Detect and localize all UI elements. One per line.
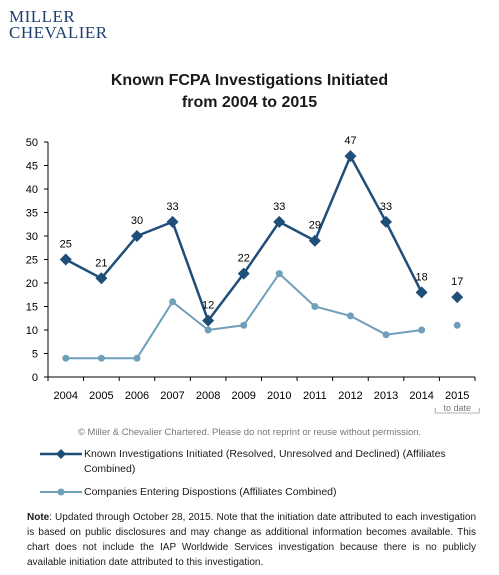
data-label-known-2012: 47: [344, 135, 356, 147]
x-tick-label-2008: 2008: [196, 390, 220, 402]
y-tick-label-45: 45: [26, 161, 38, 173]
y-tick-label-40: 40: [26, 184, 38, 196]
data-label-known-2011: 29: [309, 220, 321, 232]
legend-key-companies: [40, 488, 82, 496]
x-tick-label-2012: 2012: [338, 390, 362, 402]
series-known-point-2004: [59, 253, 72, 266]
series-known-point-2008: [202, 314, 215, 327]
x-sublabel-2015: to date: [443, 403, 471, 413]
series-known-point-2014: [415, 286, 428, 299]
y-tick-label-50: 50: [26, 137, 38, 149]
y-tick-label-0: 0: [32, 372, 38, 384]
copyright-notice: © Miller & Chevalier Chartered. Please d…: [77, 427, 422, 438]
series-companies-point-2008: [204, 326, 212, 334]
series-known-point-2005: [95, 272, 108, 285]
x-tick-label-2005: 2005: [89, 390, 113, 402]
series-known-point-2009: [237, 267, 250, 280]
series-companies-point-2012: [346, 312, 354, 320]
data-label-known-2014: 18: [416, 271, 428, 283]
data-label-known-2010: 33: [273, 201, 285, 213]
x-tick-label-2007: 2007: [160, 390, 184, 402]
footnote-label: Note: [27, 512, 50, 523]
series-companies-point-2011: [311, 303, 319, 310]
data-label-known-2015: 17: [451, 276, 463, 288]
legend: Known Investigations Initiated (Resolved…: [38, 447, 464, 508]
x-tick-label-2006: 2006: [125, 390, 149, 402]
data-label-known-2004: 25: [60, 239, 72, 251]
y-tick-label-5: 5: [32, 349, 38, 361]
chart-title: Known FCPA Investigations Initiated from…: [0, 70, 499, 114]
series-companies-point-2009: [240, 321, 248, 329]
series-known-point-2011: [308, 234, 321, 247]
data-label-known-2008: 12: [202, 300, 214, 312]
x-tick-label-2014: 2014: [409, 390, 433, 402]
series-known-point-2015: [451, 291, 464, 304]
y-tick-label-30: 30: [26, 231, 38, 243]
chart-title-line1: Known FCPA Investigations Initiated: [110, 72, 389, 89]
legend-label-companies: Companies Entering Dispostions (Affiliat…: [84, 486, 337, 498]
logo-line1: MILLER: [9, 7, 76, 26]
footnote-text: : Updated through October 28, 2015. Note…: [27, 512, 476, 568]
y-tick-label-35: 35: [26, 208, 38, 220]
y-tick-label-15: 15: [26, 302, 38, 314]
legend-item-known: Known Investigations Initiated (Resolved…: [38, 447, 464, 477]
series-companies-point-2013: [382, 331, 390, 339]
y-tick-label-10: 10: [26, 325, 38, 337]
series-companies-point-2007: [169, 298, 177, 306]
legend-key-known: [40, 449, 82, 459]
x-tick-label-2015: 2015: [445, 390, 469, 402]
x-sublabel-bracket: [434, 408, 480, 414]
logo-line2: CHEVALIER: [9, 23, 108, 42]
x-tick-label-2009: 2009: [231, 390, 255, 402]
data-label-known-2005: 21: [95, 257, 107, 269]
line-chart: 0 5 10 15 20 25 30 35 40 45 50 2004 2005 2006 2007 2008…: [26, 135, 480, 414]
series-companies-point-2006: [133, 354, 141, 362]
series-companies-point-2015: [453, 321, 461, 329]
series-known-point-2013: [380, 215, 393, 228]
y-tick-label-25: 25: [26, 255, 38, 267]
chart-title-line2: from 2004 to 2015: [181, 94, 318, 111]
data-label-known-2009: 22: [238, 253, 250, 265]
data-label-known-2007: 33: [166, 201, 178, 213]
x-tick-label-2004: 2004: [54, 390, 78, 402]
series-known-point-2010: [273, 215, 286, 228]
series-companies-point-2004: [62, 354, 70, 362]
series-companies-point-2005: [97, 354, 105, 362]
series-companies-point-2014: [418, 326, 426, 334]
series-companies-point-2010: [275, 270, 283, 278]
series-known-point-2012: [344, 150, 357, 163]
data-label-known-2013: 33: [380, 201, 392, 213]
series-companies-line: [65, 272, 422, 360]
y-tick-label-20: 20: [26, 278, 38, 290]
x-tick-label-2013: 2013: [374, 390, 398, 402]
series-known-point-2007: [166, 215, 179, 228]
x-tick-label-2010: 2010: [267, 390, 291, 402]
legend-item-companies: Companies Entering Dispostions (Affiliat…: [38, 485, 464, 500]
footnote: Note: Updated through October 28, 2015. …: [27, 510, 476, 570]
series-known-point-2006: [130, 230, 143, 242]
series-known-line: [65, 153, 423, 324]
data-label-known-2006: 30: [131, 215, 143, 227]
x-tick-label-2011: 2011: [303, 390, 327, 402]
logo: MILLER CHEVALIER: [9, 7, 108, 42]
legend-label-known: Known Investigations Initiated (Resolved…: [84, 448, 446, 475]
